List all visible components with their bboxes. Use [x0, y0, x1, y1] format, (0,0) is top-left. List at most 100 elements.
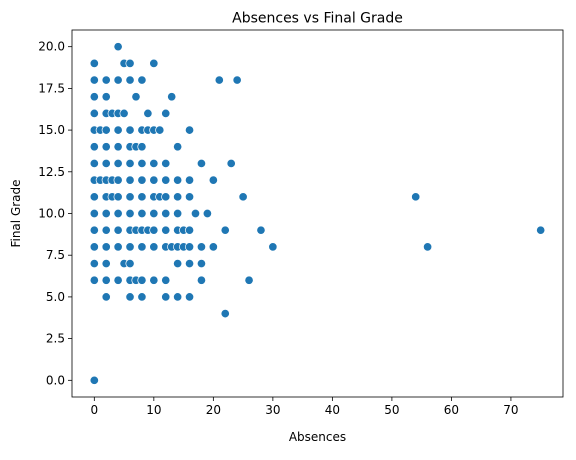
- data-point: [101, 242, 111, 252]
- data-point: [536, 225, 546, 235]
- data-point: [113, 208, 123, 219]
- data-point: [184, 258, 195, 269]
- data-point: [196, 258, 206, 269]
- data-point: [423, 242, 433, 252]
- data-point: [143, 108, 153, 118]
- data-point: [256, 225, 266, 235]
- data-point: [125, 175, 135, 185]
- data-point: [131, 92, 141, 102]
- data-point: [149, 158, 159, 168]
- data-point: [137, 175, 147, 185]
- data-point: [89, 375, 99, 385]
- data-point: [89, 275, 99, 285]
- data-point: [89, 92, 99, 102]
- data-point: [149, 58, 159, 68]
- data-point: [161, 275, 171, 285]
- data-point: [101, 75, 111, 85]
- y-tick-label: 12.5: [38, 165, 65, 179]
- data-point: [101, 142, 111, 152]
- data-point: [113, 275, 123, 285]
- data-point: [155, 125, 165, 135]
- data-point: [161, 208, 171, 219]
- x-axis-label: Absences: [289, 430, 346, 444]
- data-point: [89, 108, 99, 118]
- data-point: [101, 275, 111, 285]
- data-point: [89, 225, 99, 235]
- data-point: [184, 125, 195, 135]
- data-point: [137, 208, 147, 219]
- data-point: [137, 158, 147, 168]
- data-point: [149, 275, 159, 285]
- data-point: [125, 208, 135, 219]
- data-point: [125, 258, 135, 269]
- data-point: [173, 258, 183, 269]
- data-point: [149, 225, 159, 235]
- data-point: [173, 175, 183, 185]
- data-point: [125, 192, 135, 202]
- data-point: [113, 75, 123, 85]
- data-point: [238, 192, 248, 202]
- y-tick-label: 5.0: [46, 290, 65, 304]
- data-point: [113, 42, 123, 52]
- data-point: [173, 292, 183, 302]
- data-point: [161, 292, 171, 302]
- data-point: [137, 275, 147, 285]
- data-point: [149, 208, 159, 219]
- y-tick-label: 15.0: [38, 123, 65, 137]
- data-point: [113, 125, 123, 135]
- data-point: [173, 192, 183, 202]
- y-axis-label: Final Grade: [9, 179, 23, 247]
- y-tick-label: 2.5: [46, 332, 65, 346]
- data-point: [101, 292, 111, 302]
- data-point: [161, 225, 171, 235]
- data-point: [137, 242, 147, 252]
- x-axis: 0 10 20 30 40 50 60 70: [90, 397, 519, 417]
- data-point: [184, 175, 195, 185]
- y-tick-label: 0.0: [46, 373, 65, 387]
- data-point: [161, 175, 171, 185]
- data-point: [137, 292, 147, 302]
- data-point: [173, 142, 183, 152]
- x-tick-label: 50: [384, 403, 399, 417]
- data-point: [184, 292, 195, 302]
- data-point: [226, 158, 236, 168]
- y-tick-label: 17.5: [38, 81, 65, 95]
- data-point: [196, 158, 206, 168]
- data-point: [167, 92, 177, 102]
- data-point: [101, 258, 111, 269]
- x-tick-label: 30: [265, 403, 280, 417]
- data-point: [196, 275, 206, 285]
- data-point: [89, 208, 99, 219]
- x-tick-label: 40: [325, 403, 340, 417]
- data-points: [89, 42, 546, 385]
- data-point: [125, 292, 135, 302]
- data-point: [244, 275, 254, 285]
- y-axis: 0.0 2.5 5.0 7.5 10.0 12.5 15.0 17.5 20.0: [38, 40, 72, 387]
- data-point: [149, 242, 159, 252]
- data-point: [173, 208, 183, 219]
- data-point: [220, 225, 230, 235]
- data-point: [161, 108, 171, 118]
- data-point: [125, 125, 135, 135]
- data-point: [89, 142, 99, 152]
- data-point: [196, 242, 206, 252]
- data-point: [125, 75, 135, 85]
- data-point: [101, 92, 111, 102]
- data-point: [208, 175, 218, 185]
- data-point: [411, 192, 421, 202]
- data-point: [89, 242, 99, 252]
- data-point: [113, 175, 123, 185]
- x-tick-label: 60: [444, 403, 459, 417]
- data-point: [113, 225, 123, 235]
- data-point: [268, 242, 278, 252]
- data-point: [184, 242, 195, 252]
- data-point: [89, 58, 99, 68]
- data-point: [125, 158, 135, 168]
- data-point: [89, 258, 99, 269]
- data-point: [101, 158, 111, 168]
- data-point: [220, 309, 230, 319]
- data-point: [214, 75, 224, 85]
- data-point: [137, 192, 147, 202]
- data-point: [101, 208, 111, 219]
